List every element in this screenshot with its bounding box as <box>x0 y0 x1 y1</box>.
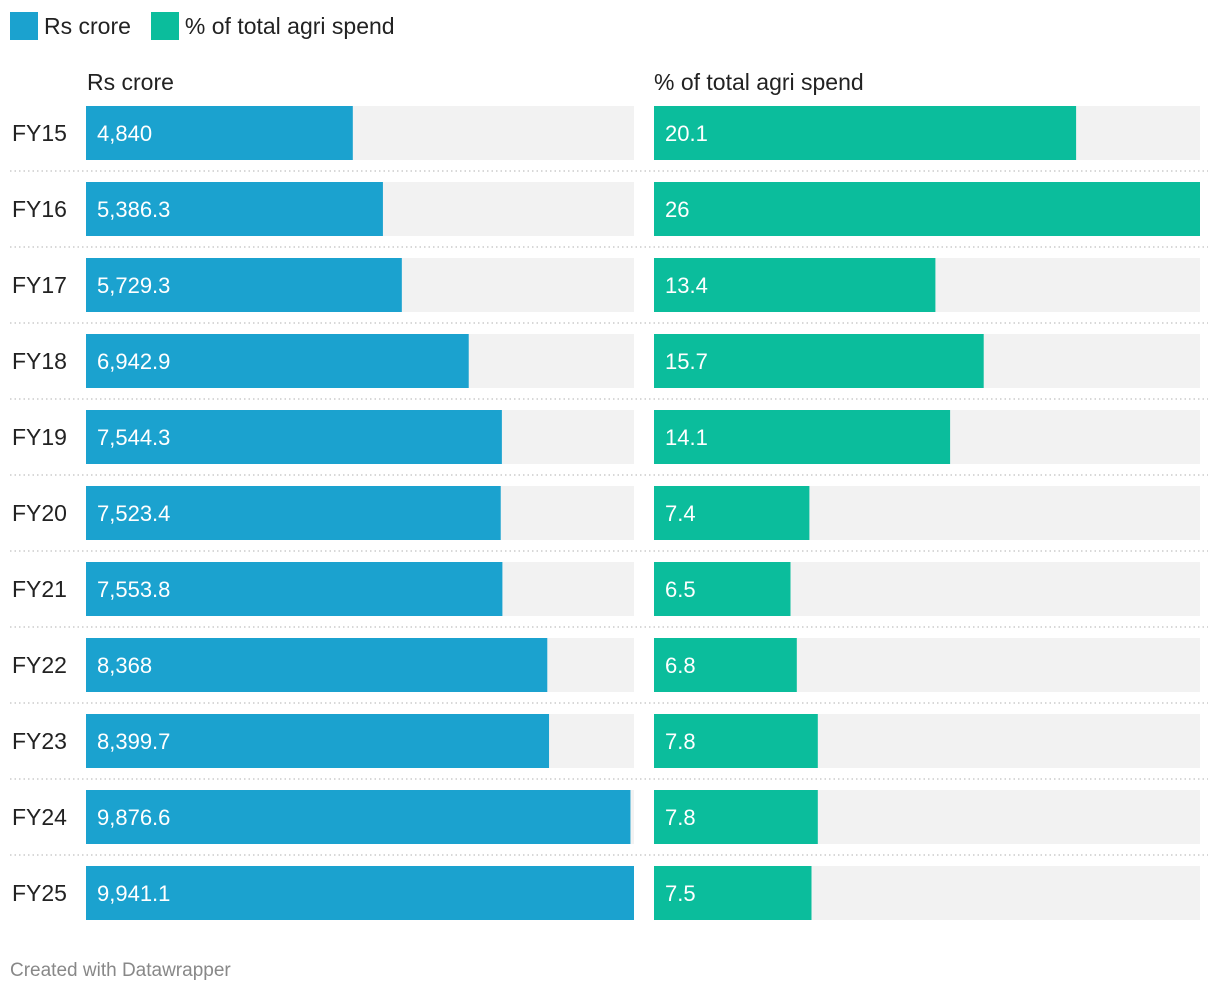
bar-of-total-agri-spend-fy23[interactable] <box>654 714 818 768</box>
legend-label-rs-crore: Rs crore <box>44 12 131 39</box>
category-label-fy25: FY25 <box>12 880 67 906</box>
bar-of-total-agri-spend-fy24[interactable] <box>654 790 818 844</box>
value-label-of-total-agri-spend-fy16: 26 <box>665 197 689 222</box>
bar-of-total-agri-spend-fy18[interactable] <box>654 334 984 388</box>
bar-rs-crore-fy18[interactable] <box>86 334 469 388</box>
bar-rs-crore-fy24[interactable] <box>86 790 631 844</box>
value-label-rs-crore-fy15: 4,840 <box>97 121 152 146</box>
bar-rs-crore-fy20[interactable] <box>86 486 501 540</box>
bar-of-total-agri-spend-fy20[interactable] <box>654 486 810 540</box>
value-label-of-total-agri-spend-fy24: 7.8 <box>665 805 696 830</box>
value-label-rs-crore-fy21: 7,553.8 <box>97 577 170 602</box>
category-label-fy21: FY21 <box>12 576 67 602</box>
panel-title-pct-agri-spend: % of total agri spend <box>654 69 864 95</box>
bar-of-total-agri-spend-fy19[interactable] <box>654 410 951 464</box>
value-label-of-total-agri-spend-fy22: 6.8 <box>665 653 696 678</box>
category-label-fy19: FY19 <box>12 424 67 450</box>
value-label-rs-crore-fy25: 9,941.1 <box>97 881 170 906</box>
bar-of-total-agri-spend-fy25[interactable] <box>654 866 812 920</box>
bar-rs-crore-fy17[interactable] <box>86 258 402 312</box>
bar-rs-crore-fy19[interactable] <box>86 410 502 464</box>
bar-of-total-agri-spend-fy16[interactable] <box>654 182 1200 236</box>
category-label-fy18: FY18 <box>12 348 67 374</box>
value-label-rs-crore-fy22: 8,368 <box>97 653 152 678</box>
legend-swatch-rs-crore <box>10 12 38 40</box>
value-label-rs-crore-fy16: 5,386.3 <box>97 197 170 222</box>
bar-of-total-agri-spend-fy15[interactable] <box>654 106 1077 160</box>
value-label-of-total-agri-spend-fy20: 7.4 <box>665 501 696 526</box>
legend-label-pct-agri-spend: % of total agri spend <box>184 12 395 39</box>
category-label-fy20: FY20 <box>12 500 67 526</box>
value-label-rs-crore-fy20: 7,523.4 <box>97 501 170 526</box>
value-label-rs-crore-fy19: 7,544.3 <box>97 425 170 450</box>
value-label-of-total-agri-spend-fy19: 14.1 <box>665 425 708 450</box>
value-label-of-total-agri-spend-fy25: 7.5 <box>665 881 696 906</box>
bar-of-total-agri-spend-fy22[interactable] <box>654 638 797 692</box>
bar-rs-crore-fy25[interactable] <box>86 866 634 920</box>
value-label-of-total-agri-spend-fy15: 20.1 <box>665 121 708 146</box>
bar-rs-crore-fy16[interactable] <box>86 182 383 236</box>
value-label-rs-crore-fy23: 8,399.7 <box>97 729 170 754</box>
value-label-rs-crore-fy17: 5,729.3 <box>97 273 170 298</box>
category-label-fy17: FY17 <box>12 272 67 298</box>
legend-item-rs-crore[interactable]: Rs crore <box>10 12 131 40</box>
bar-of-total-agri-spend-fy17[interactable] <box>654 258 936 312</box>
value-label-rs-crore-fy24: 9,876.6 <box>97 805 170 830</box>
legend-swatch-pct-agri-spend <box>150 12 179 40</box>
footer-credit: Created with Datawrapper <box>10 960 231 981</box>
legend-item-pct-agri-spend[interactable]: % of total agri spend <box>150 12 395 40</box>
value-label-of-total-agri-spend-fy23: 7.8 <box>665 729 696 754</box>
bar-rs-crore-fy21[interactable] <box>86 562 503 616</box>
bar-rs-crore-fy23[interactable] <box>86 714 550 768</box>
category-label-fy15: FY15 <box>12 120 67 146</box>
category-label-fy22: FY22 <box>12 652 67 678</box>
value-label-of-total-agri-spend-fy18: 15.7 <box>665 349 708 374</box>
value-label-rs-crore-fy18: 6,942.9 <box>97 349 170 374</box>
bar-of-total-agri-spend-fy21[interactable] <box>654 562 791 616</box>
value-label-of-total-agri-spend-fy21: 6.5 <box>665 577 696 602</box>
bar-rs-crore-fy15[interactable] <box>86 106 353 160</box>
panel-title-rs-crore: Rs crore <box>87 69 174 95</box>
value-label-of-total-agri-spend-fy17: 13.4 <box>665 273 708 298</box>
category-label-fy16: FY16 <box>12 196 67 222</box>
bar-rs-crore-fy22[interactable] <box>86 638 548 692</box>
category-label-fy23: FY23 <box>12 728 67 754</box>
legend: Rs crore % of total agri spend <box>10 10 415 42</box>
category-label-fy24: FY24 <box>12 804 67 830</box>
